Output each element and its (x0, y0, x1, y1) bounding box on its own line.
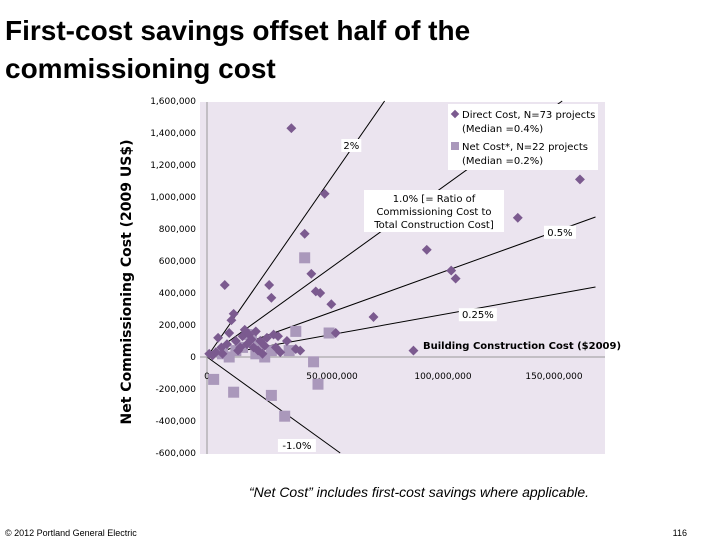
direct-cost-point (217, 348, 228, 359)
x-tick-label: 0 (204, 372, 210, 382)
ratio-annotation-line-3: Total Construction Cost] (373, 220, 494, 231)
direct-cost-point (246, 334, 257, 345)
net-cost-point (279, 410, 291, 422)
direct-cost-point (315, 288, 326, 298)
net-cost-point (283, 345, 295, 357)
direct-cost-point (512, 212, 523, 223)
direct-cost-point (259, 340, 270, 351)
legend-net-label: Net Cost*, N=22 projects (462, 142, 588, 153)
direct-cost-point (281, 336, 292, 346)
direct-cost-point (219, 280, 230, 290)
x-tick-label: 50,000,000 (306, 372, 358, 382)
direct-cost-point (266, 292, 277, 303)
ratio-label-bg (277, 439, 316, 452)
direct-cost-point (228, 308, 239, 319)
direct-cost-point (408, 345, 419, 356)
y-tick-label: -400,000 (156, 417, 197, 427)
page-number: 116 (672, 528, 687, 538)
ratio-annotation-line-1: 1.0% [= Ratio of (393, 194, 476, 205)
net-cost-point (208, 373, 220, 385)
direct-cost-point (319, 188, 330, 199)
direct-cost-point (213, 332, 224, 343)
net-cost-point (250, 348, 262, 360)
net-cost-point (265, 345, 277, 357)
y-tick-label: 800,000 (159, 225, 196, 235)
direct-cost-point (326, 299, 337, 310)
direct-cost-point (250, 326, 261, 337)
y-tick-label: 400,000 (159, 289, 196, 299)
net-cost-point (265, 389, 277, 401)
legend: Direct Cost, N=73 projects (Median =0.4%… (448, 104, 598, 170)
direct-cost-point (299, 228, 310, 239)
net-cost-point (259, 351, 271, 363)
legend-direct-sub: (Median =0.4%) (462, 124, 543, 135)
net-cost-point (228, 386, 240, 398)
ratio-annotation-line-2: Commissioning Cost to (376, 207, 491, 218)
x-tick-label: 150,000,000 (525, 372, 583, 382)
y-tick-label: 0 (190, 353, 196, 363)
slide-title: First-cost savings offset half of the co… (5, 15, 471, 84)
legend-net-marker (451, 142, 459, 150)
y-tick-label: -200,000 (156, 385, 197, 395)
net-cost-point (312, 378, 324, 390)
y-tick-label: 600,000 (159, 257, 196, 267)
direct-cost-point (421, 244, 432, 255)
direct-cost-point (295, 345, 306, 356)
axes-group: -600,000 -400,000 -200,000 0 200,000 400,000 6… (150, 97, 605, 459)
y-tick-label: 1,600,000 (150, 97, 196, 107)
ratio-label: 0.25% (462, 310, 494, 321)
ratio-annotation-box (364, 190, 504, 232)
ratio-label: 2% (343, 141, 359, 152)
ratio-label-bg (543, 225, 576, 239)
direct-cost-point (450, 273, 461, 284)
chart-caption: “Net Cost” includes first-cost savings w… (248, 484, 590, 500)
net-cost-point (290, 325, 302, 337)
y-tick-label: 200,000 (159, 321, 196, 331)
x-axis-label: Building Construction Cost ($2009) (423, 341, 621, 352)
legend-direct-marker (450, 109, 460, 119)
annotation-group: 1.0% [= Ratio of Commissioning Cost to T… (364, 190, 504, 232)
direct-cost-point (230, 336, 241, 346)
direct-cost-point (273, 331, 283, 342)
legend-box (448, 104, 598, 170)
ratio-label: 0.5% (547, 228, 572, 239)
x-tick-label: 100,000,000 (414, 372, 472, 382)
ratio-label-bg (458, 308, 497, 322)
net-cost-point (299, 252, 311, 264)
direct-cost-point (306, 268, 317, 279)
y-tick-label: 1,200,000 (150, 161, 196, 171)
net-cost-point (223, 351, 235, 363)
direct-cost-point (446, 265, 457, 276)
direct-cost-point (275, 347, 286, 358)
direct-cost-point (264, 280, 275, 290)
direct-cost-point (575, 174, 585, 185)
ratio-labels-group: 2% 0.5% 0.25% -1.0% (277, 139, 576, 452)
legend-net-sub: (Median =0.2%) (462, 156, 543, 167)
net-cost-point (323, 327, 335, 339)
direct-cost-points (204, 123, 585, 361)
y-tick-label: 1,400,000 (150, 129, 196, 139)
ratio-label-bg (341, 139, 362, 152)
direct-cost-point (224, 328, 235, 338)
direct-cost-point (222, 339, 232, 350)
ratio-label: -1.0% (282, 441, 311, 452)
direct-cost-point (210, 347, 221, 358)
ratio-line (206, 356, 341, 454)
y-axis-label: Net Commissioning Cost (2009 US$) (119, 140, 135, 425)
direct-cost-point (257, 348, 268, 359)
net-cost-point (308, 356, 320, 368)
direct-cost-point (368, 312, 379, 322)
y-tick-label: 1,000,000 (150, 193, 196, 203)
footer-copyright: © 2012 Portland General Electric (5, 528, 137, 538)
legend-direct-label: Direct Cost, N=73 projects (462, 110, 595, 121)
y-tick-label: -600,000 (156, 449, 197, 459)
direct-cost-point (330, 328, 341, 338)
